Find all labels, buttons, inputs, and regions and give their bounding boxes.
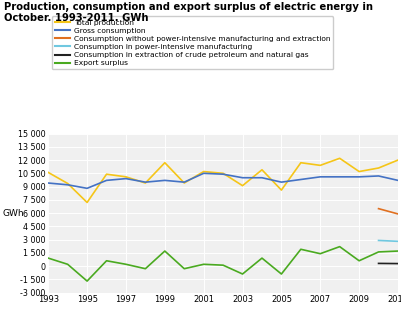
Text: GWh: GWh — [2, 209, 24, 218]
Legend: Total production, Gross consumption, Consumption without power-intensive manufac: Total production, Gross consumption, Con… — [52, 17, 332, 69]
Text: Production, consumption and export surplus of electric energy in
October. 1993-2: Production, consumption and export surpl… — [4, 2, 372, 23]
